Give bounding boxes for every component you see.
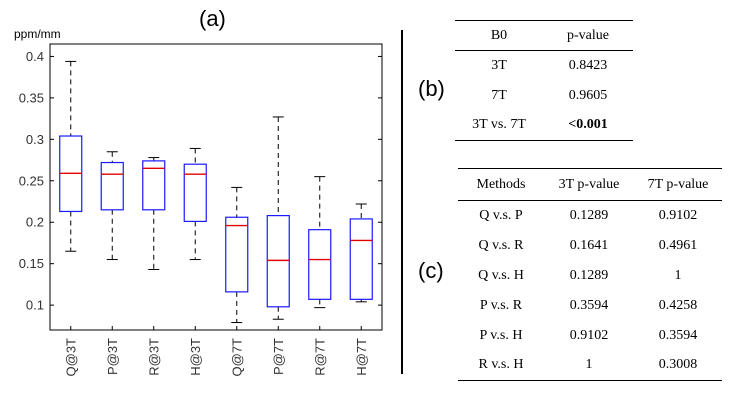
table-c-cell: 0.9102: [569, 327, 609, 343]
y-axis-unit-label: ppm/mm: [14, 27, 61, 41]
table-row: P v.s. H 0.9102 0.3594: [458, 321, 722, 351]
plot-frame: [49, 43, 383, 331]
table-c: Methods 3T p-value 7T p-value Q v.s. P 0…: [458, 168, 722, 381]
table-row: P v.s. R 0.3594 0.4258: [458, 291, 722, 321]
y-tick-label: 0.35: [19, 90, 44, 105]
table-c-cell: P v.s. R: [479, 297, 523, 313]
y-tick-label: 0.1: [26, 298, 44, 313]
x-tick-label: Q@7T: [229, 338, 244, 377]
box-H@3T: H@3T: [183, 147, 207, 376]
y-tick-label: 0.3: [26, 132, 44, 147]
table-c-cell: 0.3008: [658, 357, 698, 373]
x-tick-label: R@3T: [146, 338, 161, 376]
table-row: 3T vs. 7T <0.001: [455, 111, 633, 141]
box-R@7T: R@7T: [308, 176, 332, 376]
box-R@3T: R@3T: [142, 157, 166, 376]
y-tick-label: 0.4: [26, 49, 44, 64]
box-Q@3T: Q@3T: [59, 60, 83, 377]
box-iqr: [308, 229, 332, 300]
table-row: 3T 0.8423: [455, 51, 633, 81]
table-c-cell: Q v.s. H: [478, 267, 524, 283]
table-b-cell: 3T vs. 7T: [472, 117, 526, 133]
table-b-cell: 3T: [491, 57, 507, 73]
table-row: Q v.s. P 0.1289 0.9102: [458, 201, 722, 231]
table-b-cell: 0.9605: [568, 87, 608, 103]
box-P@3T: P@3T: [100, 151, 124, 375]
table-c-cell: Q v.s. R: [478, 237, 524, 253]
table-c-cell: 0.3594: [569, 297, 609, 313]
table-c-cell: R v.s. H: [478, 357, 524, 373]
table-b-header-b0: B0: [455, 20, 543, 51]
table-c-cell: 1: [674, 267, 682, 283]
x-tick-label: R@7T: [312, 338, 327, 376]
box-H@7T: H@7T: [349, 203, 373, 376]
boxplot-chart: ppm/mm 0.1 0.15 0.2 0.25 0.3 0.35 0.4 Q@3T P@3T R…: [14, 27, 383, 377]
x-tick-label: H@7T: [354, 338, 369, 376]
table-c-cell: Q v.s. P: [479, 207, 523, 223]
table-b: B0 p-value 3T 0.8423 7T 0.9605 3T vs. 7T…: [455, 20, 633, 141]
table-c-header-3t: 3T p-value: [544, 168, 634, 201]
panel-label-b: (b): [418, 76, 445, 101]
y-tick-label: 0.25: [19, 173, 44, 188]
table-c-header-methods: Methods: [458, 168, 544, 201]
table-c-cell: 0.1289: [569, 207, 609, 223]
table-b-cell: 7T: [491, 87, 507, 103]
table-row: 7T 0.9605: [455, 81, 633, 111]
x-tick-label: Q@3T: [63, 338, 78, 377]
table-c-cell: P v.s. H: [479, 327, 523, 343]
table-c-cell: 0.9102: [658, 207, 698, 223]
table-b-cell: 0.8423: [568, 57, 608, 73]
table-c-cell: 0.1289: [569, 267, 609, 283]
x-tick-label: P@7T: [271, 338, 286, 375]
table-b-header-row: B0 p-value: [455, 20, 633, 51]
box-iqr: [225, 216, 249, 293]
panel-label-a: (a): [199, 6, 226, 31]
table-c-cell: 0.4258: [658, 297, 698, 313]
table-row: R v.s. H 1 0.3008: [458, 351, 722, 381]
box-P@7T: P@7T: [266, 116, 290, 375]
x-tick-label: H@3T: [188, 338, 203, 376]
x-tick-label: P@3T: [105, 338, 120, 375]
box-iqr: [266, 215, 290, 308]
table-c-header-row: Methods 3T p-value 7T p-value: [458, 168, 722, 201]
y-tick-label: 0.15: [19, 256, 44, 271]
box-iqr: [183, 163, 207, 223]
box-iqr: [349, 218, 373, 300]
table-b-header-pvalue: p-value: [543, 20, 633, 51]
table-b-cell-significant: <0.001: [568, 117, 608, 133]
table-c-cell: 0.4961: [658, 237, 698, 253]
panel-label-c: (c): [418, 258, 444, 283]
vertical-divider: [401, 30, 403, 374]
box-iqr: [142, 160, 166, 211]
table-c-cell: 1: [585, 357, 593, 373]
box-iqr: [100, 161, 124, 211]
table-row: Q v.s. H 0.1289 1: [458, 261, 722, 291]
y-tick-label: 0.2: [26, 215, 44, 230]
table-c-header-7t: 7T p-value: [634, 168, 722, 201]
table-c-cell: 0.3594: [658, 327, 698, 343]
table-c-cell: 0.1641: [569, 237, 609, 253]
box-Q@7T: Q@7T: [225, 186, 249, 377]
table-row: Q v.s. R 0.1641 0.4961: [458, 231, 722, 261]
